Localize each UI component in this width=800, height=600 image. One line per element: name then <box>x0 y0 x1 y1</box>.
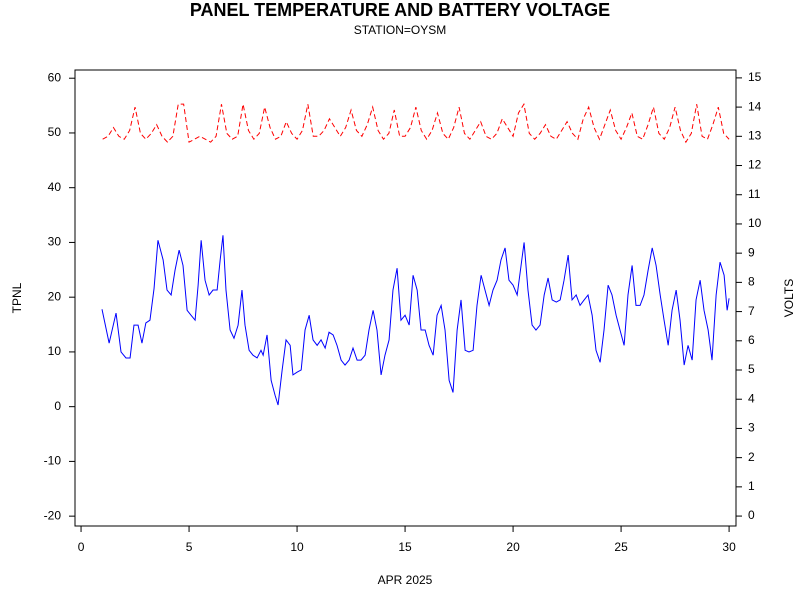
x-axis-title: APR 2025 <box>378 573 433 587</box>
chart-title: PANEL TEMPERATURE AND BATTERY VOLTAGE <box>190 0 610 20</box>
x-tick-label: 30 <box>722 540 736 554</box>
y2-tick-label: 14 <box>748 99 762 113</box>
y-tick-label: 0 <box>54 399 61 413</box>
y-tick-label: 50 <box>48 125 62 139</box>
y-tick-label: 40 <box>48 180 62 194</box>
x-tick-label: 15 <box>398 540 412 554</box>
x-tick-label: 0 <box>78 540 85 554</box>
y2-tick-label: 10 <box>748 216 762 230</box>
y-tick-label: 60 <box>48 70 62 84</box>
x-tick-label: 10 <box>290 540 304 554</box>
y-axis-title: TPNL <box>10 282 24 313</box>
y-tick-label: -10 <box>44 454 62 468</box>
y2-tick-label: 15 <box>748 70 762 84</box>
x-tick-label: 25 <box>614 540 628 554</box>
y2-tick-label: 5 <box>748 362 755 376</box>
y-tick-label: 30 <box>48 235 62 249</box>
y2-tick-label: 13 <box>748 128 762 142</box>
y2-tick-label: 0 <box>748 508 755 522</box>
y2-tick-label: 8 <box>748 275 755 289</box>
y2-tick-label: 1 <box>748 479 755 493</box>
y2-tick-label: 2 <box>748 450 755 464</box>
y2-tick-label: 4 <box>748 391 755 405</box>
y2-axis-title: VOLTS <box>782 279 796 317</box>
plot-frame <box>74 69 737 527</box>
y2-tick-label: 3 <box>748 421 755 435</box>
y2-tick-label: 7 <box>748 304 755 318</box>
x-tick-label: 20 <box>506 540 520 554</box>
y-tick-label: -20 <box>44 508 62 522</box>
y-tick-label: 10 <box>48 344 62 358</box>
y-tick-label: 20 <box>48 289 62 303</box>
chart-subtitle: STATION=OYSM <box>354 23 447 37</box>
y2-tick-label: 11 <box>748 187 761 201</box>
series-line <box>101 235 730 406</box>
series-line <box>102 102 730 144</box>
y2-tick-label: 9 <box>748 245 755 259</box>
y2-tick-label: 12 <box>748 158 762 172</box>
y2-tick-label: 6 <box>748 333 755 347</box>
x-tick-label: 5 <box>186 540 193 554</box>
